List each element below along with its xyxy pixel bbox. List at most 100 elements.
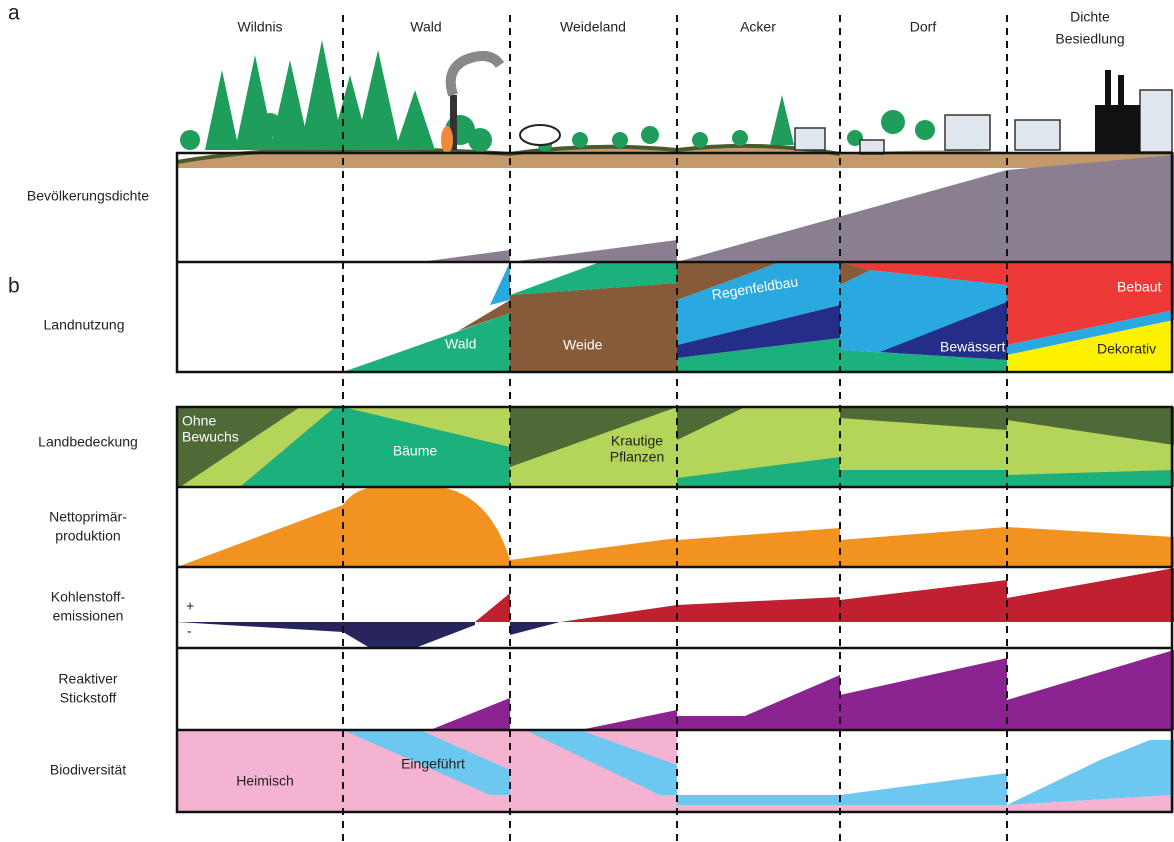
land-cover-row-shape (1007, 407, 1174, 445)
biodiversity-row-shape (1007, 795, 1174, 812)
landscape-shape-shape (1139, 89, 1173, 153)
land-use-row-shape (458, 300, 510, 331)
landscape-shape-shape (572, 132, 588, 148)
stage-label: Weideland (560, 19, 626, 35)
land-use-row-shape (677, 262, 780, 300)
npp-row-shape (343, 487, 510, 567)
area-label: Bewuchs (182, 429, 239, 445)
area-label: Bäume (393, 443, 438, 459)
carbon-row-shape (560, 605, 677, 622)
carbon-row-shape (177, 622, 475, 648)
land-use-row-shape (677, 338, 840, 372)
land-use-row-shape (1007, 262, 1174, 345)
npp-row-shape (677, 528, 840, 567)
land-use-row-shape (840, 262, 870, 285)
area-label: Bewässert (940, 339, 1005, 355)
biodiversity-row-shape (1007, 740, 1174, 805)
landscape-shape-shape (1105, 70, 1111, 110)
landscape-shape-shape (258, 113, 282, 137)
panel-label: b (8, 275, 20, 298)
row-label: Bevölkerungsdichte (27, 188, 149, 204)
land-use-row-shape (677, 305, 840, 358)
sign-label: - (187, 623, 192, 639)
stage-label: Dichte (1070, 9, 1110, 25)
stage-label: Besiedlung (1055, 31, 1124, 47)
landscape-shape-shape (612, 132, 628, 148)
area-label: Eingeführt (401, 756, 465, 772)
row-label: produktion (55, 528, 120, 544)
landscape-shape-shape (944, 114, 991, 151)
nitrogen-row-shape (1007, 650, 1174, 730)
land-cover-row-shape (240, 407, 343, 487)
population-row-shape (420, 250, 510, 262)
stage-label: Acker (740, 19, 776, 35)
biodiversity-row-shape (840, 805, 1007, 812)
land-use-row-shape (490, 262, 510, 305)
landscape-shape-shape (468, 128, 492, 152)
landscape-shape (519, 124, 561, 146)
landscape (176, 40, 1174, 168)
row-label: emissionen (53, 608, 124, 624)
land-cover-row-shape (180, 407, 335, 487)
land-use-row-shape (1007, 320, 1174, 372)
landscape-shape-shape (180, 130, 200, 150)
nitrogen-row-shape (580, 710, 677, 730)
land-use-row-shape (840, 262, 1007, 285)
area-label: Ohne (182, 413, 216, 429)
stage-label: Wildnis (237, 19, 282, 35)
row-label: Reaktiver (58, 671, 117, 687)
landscape-shape-shape (205, 70, 239, 150)
biodiversity-row-shape (840, 773, 1007, 805)
land-use-row-shape (677, 262, 840, 345)
landscape-shape-shape (770, 95, 794, 145)
landscape-shape-shape (915, 120, 935, 140)
row-label: Kohlenstoff- (51, 589, 126, 605)
landscape-shape (1095, 70, 1140, 152)
nitrogen-row-shape (677, 675, 840, 730)
land-cover-row-shape (677, 407, 745, 440)
nitrogen-row-shape (430, 698, 510, 730)
landscape-shape-shape (355, 50, 400, 150)
row-label: Landbedeckung (38, 434, 138, 450)
land-use-row-shape (1007, 310, 1174, 355)
land-use-row-shape (880, 302, 1007, 360)
row-label: Landnutzung (44, 317, 125, 333)
npp-row-shape (840, 527, 1007, 567)
npp-row-shape (177, 505, 343, 567)
landscape-shape-shape (395, 90, 435, 150)
population-row (420, 155, 1174, 262)
carbon-row-shape (510, 622, 560, 635)
land-use-row (343, 262, 1174, 372)
land-cover-row-shape (840, 407, 1007, 430)
area-label: Wald (445, 336, 476, 352)
landscape-shape (445, 51, 505, 97)
population-row-shape (677, 155, 1174, 262)
sign-label: + (186, 598, 194, 614)
population-row-shape (510, 240, 677, 262)
area-label: Heimisch (236, 773, 294, 789)
landscape-shape-shape (1095, 105, 1140, 152)
biodiversity-row-shape (677, 795, 840, 805)
carbon-row-shape (475, 593, 510, 622)
biodiversity-row-shape (525, 730, 677, 795)
land-cover-row-shape (510, 407, 677, 467)
land-use-row-shape (840, 350, 1007, 372)
landscape-shape-shape (641, 126, 659, 144)
biodiversity-row-shape (677, 805, 840, 812)
row-label: Stickstoff (60, 690, 117, 706)
npp-row-shape (1007, 527, 1174, 567)
carbon-row-shape (1007, 568, 1174, 622)
area-label: Weide (563, 337, 603, 353)
carbon-row (177, 568, 1174, 648)
land-cover-row-shape (840, 470, 1007, 487)
landscape-shape-shape (519, 124, 561, 146)
panel-b-frame-shape (175, 405, 1174, 814)
landscape-shape (450, 95, 457, 150)
landscape-shape-shape (881, 110, 905, 134)
land-cover-row-shape (677, 457, 840, 487)
nitrogen-row (430, 650, 1174, 730)
landscape-shape-shape (794, 127, 826, 151)
landscape-shape (180, 40, 1038, 152)
